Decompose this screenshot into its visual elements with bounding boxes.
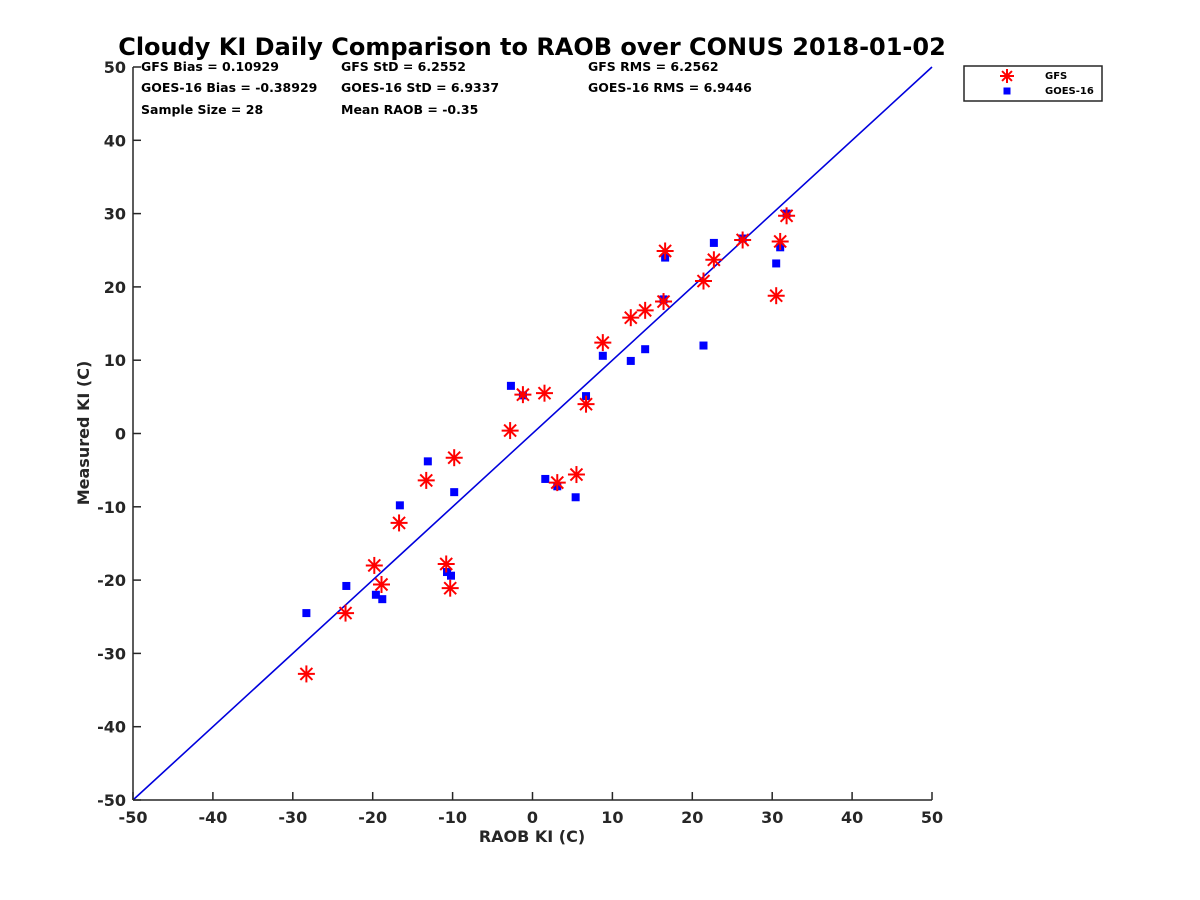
legend-gfs-marker (1000, 69, 1014, 83)
goes16-point (571, 493, 580, 502)
gfs-point (705, 251, 723, 269)
x-tick-label: -10 (438, 808, 467, 827)
gfs-point (417, 471, 435, 489)
x-tick-label: 40 (841, 808, 863, 827)
goes16-point (699, 341, 708, 350)
stat-text: Sample Size = 28 (141, 102, 263, 117)
goes16-point (772, 259, 781, 268)
y-tick-label: 30 (104, 205, 126, 224)
gfs-point (778, 207, 796, 225)
stat-text: GOES-16 Bias = -0.38929 (141, 80, 317, 95)
goes16-point (641, 345, 650, 354)
y-tick-label: -40 (97, 718, 126, 737)
gfs-point (767, 287, 785, 305)
goes16-point (447, 571, 456, 580)
goes16-point (598, 351, 607, 360)
gfs-point (514, 386, 532, 404)
x-tick-label: 0 (527, 808, 538, 827)
one-to-one-line (132, 66, 933, 801)
gfs-point (594, 334, 612, 352)
goes16-legend-square (1003, 87, 1011, 95)
goes16-point (371, 590, 380, 599)
statistics-annotation: GFS Bias = 0.10929 GFS StD = 6.2552 GFS RM… (141, 59, 752, 117)
stat-text: GOES-16 RMS = 6.9446 (588, 80, 752, 95)
gfs-point (441, 579, 459, 597)
legend-goes16-label: GOES-16 (1045, 86, 1094, 97)
legend-gfs-label: GFS (1045, 71, 1067, 82)
x-tick-label: 20 (681, 808, 703, 827)
y-axis-title: Measured KI (C) (74, 361, 93, 506)
y-tick-label: 10 (104, 351, 126, 370)
x-tick-label: 30 (761, 808, 783, 827)
goes16-point (506, 381, 515, 390)
gfs-point (655, 293, 673, 311)
gfs-point (297, 665, 315, 683)
y-tick-label: 20 (104, 278, 126, 297)
chart-title: Cloudy KI Daily Comparison to RAOB over … (118, 33, 946, 61)
gfs-point (445, 449, 463, 467)
goes16-point (423, 457, 432, 466)
goes16-point (302, 609, 311, 618)
stat-text: Mean RAOB = -0.35 (341, 102, 478, 117)
stat-text: GFS Bias = 0.10929 (141, 59, 279, 74)
stat-text: GFS RMS = 6.2562 (588, 59, 719, 74)
gfs-legend-asterisk (1000, 69, 1014, 83)
x-axis-title: RAOB KI (C) (479, 827, 585, 846)
stat-text: GOES-16 StD = 6.9337 (341, 80, 499, 95)
y-tick-label: -50 (97, 791, 126, 810)
gfs-point (567, 466, 585, 484)
goes16-point (342, 581, 351, 590)
reference-line-layer (132, 66, 933, 801)
x-tick-label: 50 (921, 808, 943, 827)
gfs-point (771, 232, 789, 250)
y-tick-label: -30 (97, 644, 126, 663)
y-tick-label: 50 (104, 58, 126, 77)
goes16-point (626, 356, 635, 365)
data-points (297, 207, 796, 683)
gfs-point (548, 474, 566, 492)
gfs-point (622, 309, 640, 327)
goes16-point (395, 501, 404, 510)
gfs-point (365, 556, 383, 574)
gfs-point (694, 272, 712, 290)
axes: -50 -40 -30 -20 -10 0 10 20 30 40 50 50 40 30 20 10 0 -10… (97, 58, 943, 827)
legend: GFS GOES-16 (963, 65, 1103, 102)
gfs-point (372, 575, 390, 593)
stat-text: GFS StD = 6.2552 (341, 59, 466, 74)
x-tick-label: 10 (601, 808, 623, 827)
goes16-point (378, 595, 387, 604)
gfs-point (636, 301, 654, 319)
goes16-point (709, 238, 718, 247)
legend-goes16-marker (1003, 87, 1011, 95)
gfs-point (337, 604, 355, 622)
legend-box (963, 65, 1103, 102)
x-tick-label: -40 (198, 808, 227, 827)
y-tick-label: -10 (97, 498, 126, 517)
goes16-point (450, 488, 459, 497)
x-tick-label: -50 (119, 808, 148, 827)
gfs-point (577, 395, 595, 413)
y-tick-label: -20 (97, 571, 126, 590)
gfs-point (501, 422, 519, 440)
x-tick-label: -30 (278, 808, 307, 827)
gfs-point (535, 384, 553, 402)
goes16-point (541, 474, 550, 483)
gfs-point (390, 514, 408, 532)
gfs-point (656, 242, 674, 260)
y-tick-label: 0 (115, 425, 126, 444)
x-tick-label: -20 (358, 808, 387, 827)
gfs-point (437, 555, 455, 573)
gfs-point (734, 231, 752, 249)
y-tick-label: 40 (104, 131, 126, 150)
